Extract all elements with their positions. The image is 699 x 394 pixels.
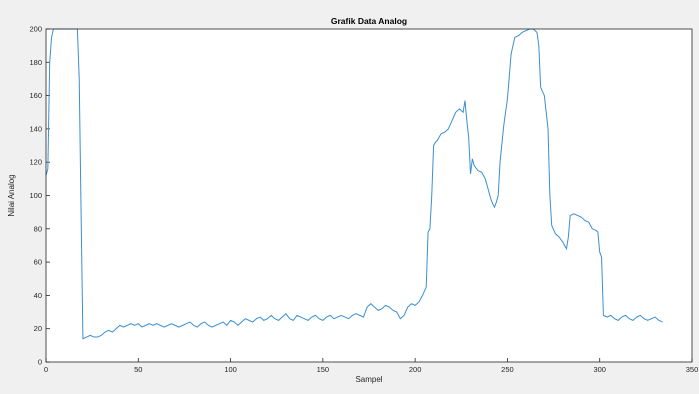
x-tick-label: 300 (593, 365, 606, 374)
y-axis-ticks: 0 20 40 60 80 100 120 140 160 180 200 (29, 25, 50, 367)
x-tick-label: 200 (409, 365, 422, 374)
y-tick-label: 100 (29, 191, 42, 200)
y-tick-label: 200 (29, 25, 42, 34)
series-line (45, 28, 663, 340)
x-tick-label: 100 (224, 365, 237, 374)
y-tick-label: 120 (29, 158, 42, 167)
y-tick-label: 60 (34, 258, 42, 267)
y-axis-label: Nilai Analog (7, 174, 16, 216)
chart-title: Grafik Data Analog (331, 16, 407, 26)
x-tick-label: 0 (44, 365, 48, 374)
plot-area (46, 29, 692, 362)
y-tick-label: 180 (29, 58, 42, 67)
y-tick-label: 80 (34, 224, 42, 233)
y-tick-label: 40 (34, 291, 42, 300)
x-tick-label: 150 (317, 365, 330, 374)
x-tick-label: 250 (501, 365, 514, 374)
y-tick-label: 0 (38, 358, 42, 367)
y-tick-label: 20 (34, 324, 42, 333)
plot-frame (45, 28, 693, 363)
x-tick-label: 50 (134, 365, 142, 374)
x-axis-label: Sampel (355, 375, 382, 384)
y-tick-label: 160 (29, 91, 42, 100)
x-tick-label: 350 (686, 365, 699, 374)
y-tick-label: 140 (29, 124, 42, 133)
